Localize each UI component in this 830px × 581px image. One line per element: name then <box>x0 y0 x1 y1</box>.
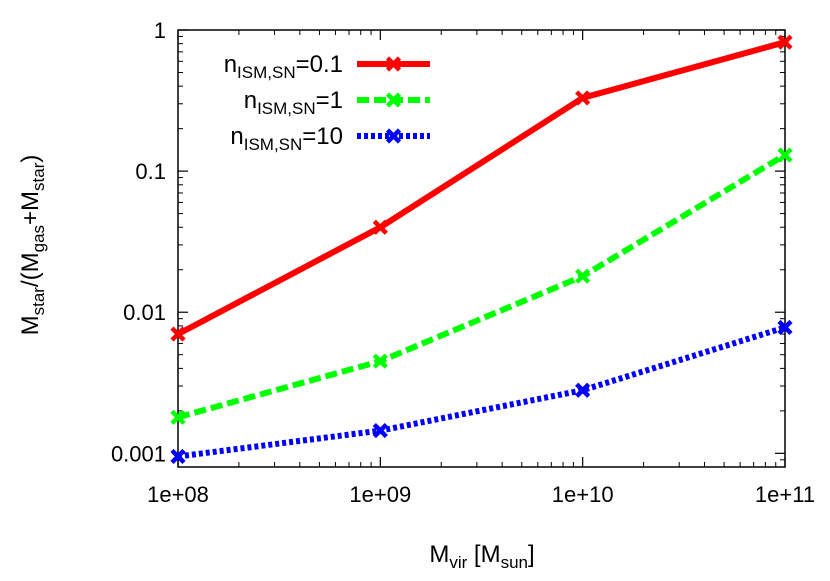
legend-item: nISM,SN=10 <box>230 123 430 154</box>
data-point <box>575 90 591 106</box>
data-point <box>777 34 793 50</box>
legend-marker <box>385 128 402 144</box>
y-tick-label: 0.01 <box>123 300 166 325</box>
series-3 <box>170 319 793 465</box>
x-tick-label: 1e+11 <box>755 482 815 507</box>
x-axis-label: Mvir [Msun] <box>429 541 534 572</box>
plot-frame <box>177 29 786 468</box>
y-tick-label: 0.1 <box>135 159 166 184</box>
data-point <box>170 448 186 465</box>
data-point <box>777 147 793 163</box>
series-line <box>177 324 786 460</box>
series-line <box>177 152 787 421</box>
legend-label: nISM,SN=0.1 <box>224 51 343 82</box>
legend-label: nISM,SN=1 <box>244 87 343 118</box>
x-tick-label: 1e+09 <box>349 482 411 507</box>
legend-item: nISM,SN=0.1 <box>224 51 430 82</box>
legend-item: nISM,SN=1 <box>244 87 430 118</box>
data-point <box>575 268 591 284</box>
legend-label: nISM,SN=10 <box>230 123 343 154</box>
data-point <box>170 409 186 425</box>
data-point <box>575 382 591 398</box>
series-1 <box>170 34 793 342</box>
series-line <box>176 39 786 337</box>
y-tick-label: 1 <box>154 18 166 43</box>
data-point <box>372 219 388 235</box>
y-tick-label: 0.001 <box>111 441 166 466</box>
data-point <box>372 422 388 439</box>
data-point <box>372 353 388 369</box>
data-point <box>170 326 186 342</box>
y-axis-label: Mstar/(Mgas+Mstar) <box>17 155 48 336</box>
x-tick-label: 1e+10 <box>552 482 614 507</box>
legend-marker <box>385 56 402 72</box>
series-2 <box>170 147 793 425</box>
data-point <box>777 319 793 336</box>
x-tick-label: 1e+08 <box>147 482 209 507</box>
legend-marker <box>385 92 402 108</box>
